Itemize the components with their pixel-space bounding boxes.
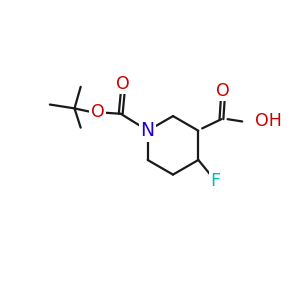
- Text: O: O: [116, 75, 130, 93]
- Text: N: N: [141, 121, 155, 140]
- Text: OH: OH: [254, 112, 281, 130]
- Text: O: O: [91, 103, 104, 121]
- Text: F: F: [210, 172, 220, 190]
- Text: O: O: [216, 82, 230, 100]
